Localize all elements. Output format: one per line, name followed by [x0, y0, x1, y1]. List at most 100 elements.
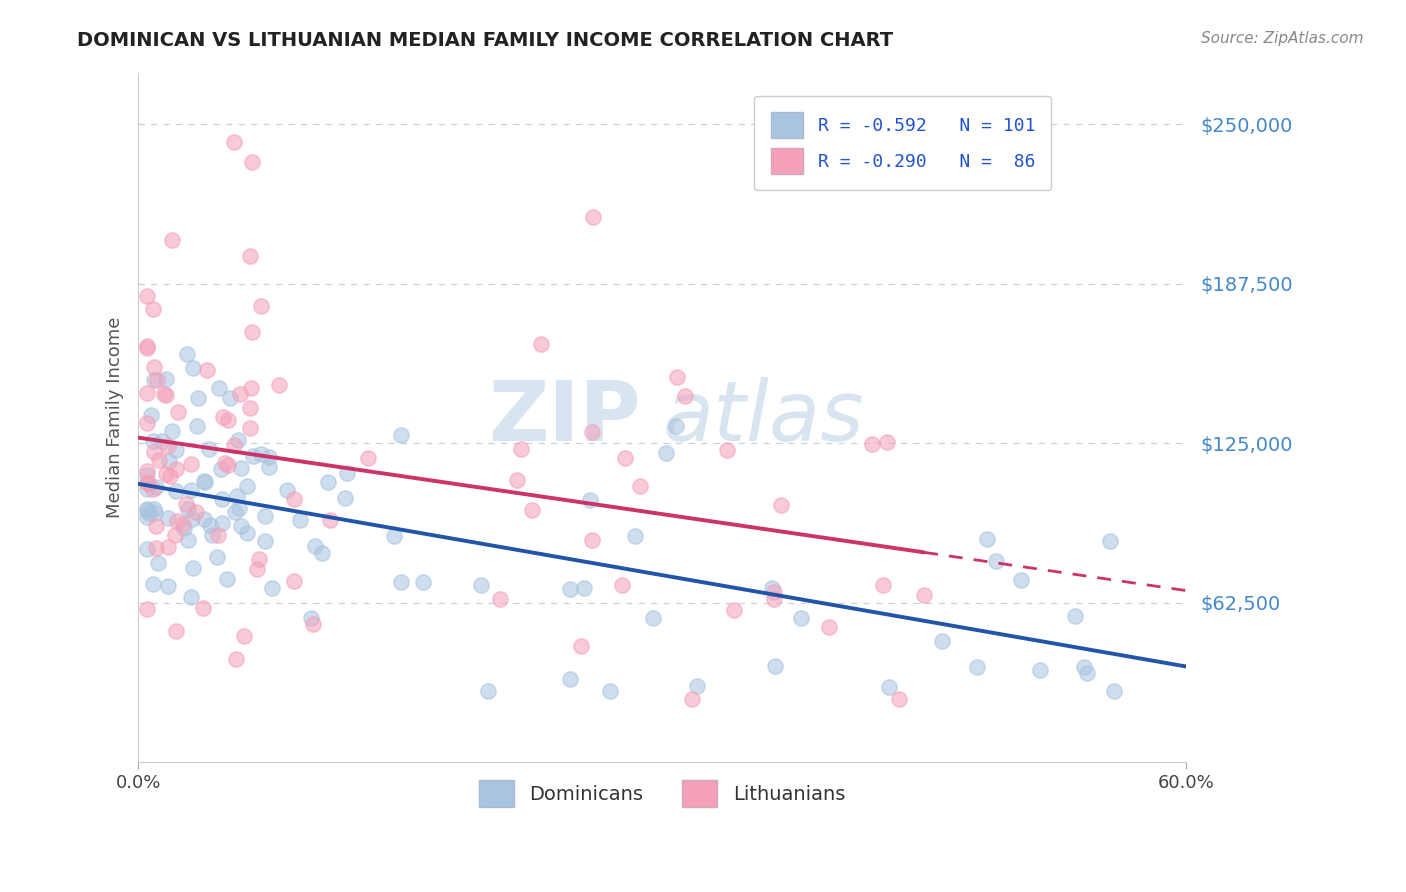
Point	[177, 502, 200, 516]
Point	[145, 541, 167, 556]
Point	[226, 433, 249, 447]
Point	[157, 510, 180, 524]
Point	[136, 464, 159, 478]
Point	[162, 424, 184, 438]
Point	[224, 438, 246, 452]
Text: ZIP: ZIP	[489, 377, 641, 458]
Point	[686, 679, 709, 693]
Point	[242, 449, 264, 463]
Point	[224, 505, 246, 519]
Point	[610, 578, 633, 592]
Point	[165, 443, 187, 458]
Point	[723, 603, 745, 617]
Point	[191, 600, 214, 615]
Point	[217, 458, 239, 473]
Point	[249, 552, 271, 566]
Point	[311, 546, 333, 560]
Point	[761, 581, 783, 595]
Point	[211, 462, 233, 476]
Point	[142, 359, 165, 374]
Point	[194, 475, 217, 489]
Point	[239, 401, 262, 415]
Point	[253, 533, 276, 548]
Point	[1099, 533, 1122, 548]
Point	[301, 617, 323, 632]
Point	[581, 533, 603, 547]
Point	[412, 574, 434, 589]
Point	[299, 611, 322, 625]
Point	[208, 381, 231, 395]
Point	[357, 450, 380, 465]
Point	[136, 509, 159, 524]
Point	[239, 420, 262, 434]
Y-axis label: Median Family Income: Median Family Income	[107, 317, 124, 518]
Point	[201, 527, 224, 541]
Point	[877, 680, 900, 694]
Point	[217, 413, 239, 427]
Point	[181, 361, 204, 376]
Point	[249, 300, 271, 314]
Text: DOMINICAN VS LITHUANIAN MEDIAN FAMILY INCOME CORRELATION CHART: DOMINICAN VS LITHUANIAN MEDIAN FAMILY IN…	[77, 31, 893, 50]
Point	[150, 434, 173, 448]
Point	[267, 378, 290, 392]
Point	[139, 408, 162, 422]
Point	[157, 439, 180, 453]
Point	[506, 473, 529, 487]
Point	[763, 585, 786, 599]
Point	[136, 385, 159, 400]
Point	[1102, 684, 1125, 698]
Point	[180, 590, 202, 604]
Point	[288, 513, 311, 527]
Point	[239, 381, 262, 395]
Point	[763, 592, 786, 607]
Point	[228, 501, 250, 516]
Point	[976, 532, 998, 546]
Point	[225, 489, 247, 503]
Text: atlas: atlas	[662, 377, 863, 458]
Point	[262, 581, 284, 595]
Point	[174, 497, 197, 511]
Point	[818, 620, 841, 634]
Point	[614, 451, 637, 466]
Point	[770, 498, 793, 512]
Point	[224, 135, 246, 149]
Point	[887, 691, 910, 706]
Point	[876, 435, 898, 450]
Text: Source: ZipAtlas.com: Source: ZipAtlas.com	[1201, 31, 1364, 46]
Point	[530, 336, 553, 351]
Point	[172, 517, 194, 532]
Point	[183, 561, 205, 575]
Point	[966, 660, 988, 674]
Point	[211, 491, 233, 506]
Point	[142, 483, 165, 497]
Point	[477, 684, 499, 698]
Point	[389, 574, 412, 589]
Point	[214, 456, 236, 470]
Point	[148, 452, 170, 467]
Point	[239, 249, 262, 263]
Point	[142, 434, 165, 448]
Point	[136, 502, 159, 516]
Point	[579, 492, 602, 507]
Point	[180, 483, 202, 497]
Point	[276, 483, 298, 498]
Point	[665, 419, 688, 434]
Point	[136, 482, 159, 496]
Point	[257, 459, 280, 474]
Point	[173, 521, 195, 535]
Point	[558, 672, 581, 686]
Point	[138, 476, 160, 491]
Point	[136, 475, 159, 490]
Point	[180, 457, 202, 471]
Point	[318, 475, 340, 490]
Point	[229, 519, 252, 533]
Point	[157, 579, 180, 593]
Point	[165, 624, 187, 638]
Point	[136, 417, 159, 431]
Point	[212, 409, 235, 424]
Point	[763, 658, 786, 673]
Point	[177, 533, 200, 548]
Point	[572, 581, 595, 595]
Point	[304, 539, 326, 553]
Point	[240, 325, 263, 339]
